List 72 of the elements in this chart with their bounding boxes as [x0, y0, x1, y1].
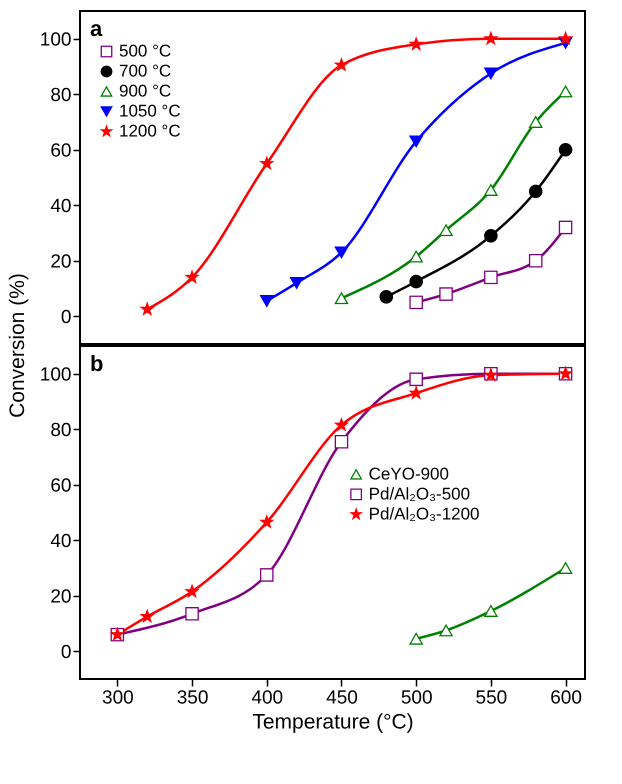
y-tick-label: 20 [50, 251, 72, 272]
y-tick-label: 80 [50, 84, 72, 106]
point [334, 246, 348, 258]
point [484, 67, 498, 80]
point [528, 254, 542, 268]
point [528, 116, 542, 128]
annotation: b [90, 351, 104, 376]
point [439, 287, 453, 301]
x-tick-label: 300 [102, 688, 134, 708]
point [439, 224, 453, 236]
point [409, 632, 423, 645]
point [484, 605, 498, 617]
point [334, 418, 348, 431]
point [439, 624, 453, 636]
point [528, 184, 542, 198]
point [260, 295, 274, 307]
x-tick-label: 500 [400, 688, 433, 708]
y-tick-label: 60 [50, 475, 72, 496]
y-tick-label: 100 [40, 29, 72, 50]
point [484, 32, 498, 44]
annotation: a [90, 16, 103, 41]
y-tick-label: 100 [40, 364, 72, 386]
x-tick-label: 550 [476, 688, 508, 708]
point [334, 58, 348, 71]
point [558, 86, 572, 98]
y-tick-label: 0 [60, 642, 72, 663]
legend-label: CeYO-900 [368, 464, 449, 484]
point [260, 568, 274, 582]
point [410, 38, 423, 50]
point [186, 270, 199, 284]
point [484, 270, 498, 284]
x-tick-label: 400 [251, 688, 284, 708]
point [334, 434, 348, 449]
legend-label: 500 °C [119, 42, 172, 60]
x-tick-label: 450 [326, 688, 358, 708]
legend-label: 700 °C [119, 62, 172, 80]
y-tick-label: 40 [50, 196, 72, 217]
point [409, 250, 423, 263]
point [409, 296, 423, 310]
point [334, 292, 348, 304]
legend-label: Pd/Al₂O₃-1200 [368, 504, 480, 524]
legend-label: Pd/Al₂O₃-500 [368, 484, 470, 504]
x-tick-label: 350 [176, 688, 208, 708]
y-tick-label: 20 [50, 586, 72, 608]
point [260, 515, 274, 528]
point [558, 562, 572, 574]
point [380, 290, 394, 304]
legend-label: 900 °C [119, 82, 172, 100]
point [185, 607, 199, 621]
point [140, 302, 154, 315]
point [484, 229, 498, 243]
y-tick-label: 60 [50, 140, 72, 162]
point [140, 610, 154, 622]
point [290, 276, 304, 289]
y-tick-label: 40 [50, 530, 72, 552]
point [409, 135, 423, 148]
point [186, 584, 199, 598]
x-axis-title: Temperature (°C) [252, 710, 414, 734]
legend-label: 1200 °C [119, 122, 181, 140]
y-tick-label: 0 [60, 306, 72, 328]
y-tick-label: 80 [50, 420, 72, 441]
point [409, 274, 423, 288]
y-axis-title: Conversion (%) [6, 273, 29, 418]
legend-label: 1050 °C [119, 102, 181, 120]
point [558, 142, 572, 157]
point [558, 220, 572, 234]
x-tick-label: 600 [550, 688, 582, 708]
point [410, 386, 423, 399]
point [484, 184, 498, 196]
point [409, 372, 423, 386]
point [559, 32, 572, 44]
point [260, 156, 274, 170]
